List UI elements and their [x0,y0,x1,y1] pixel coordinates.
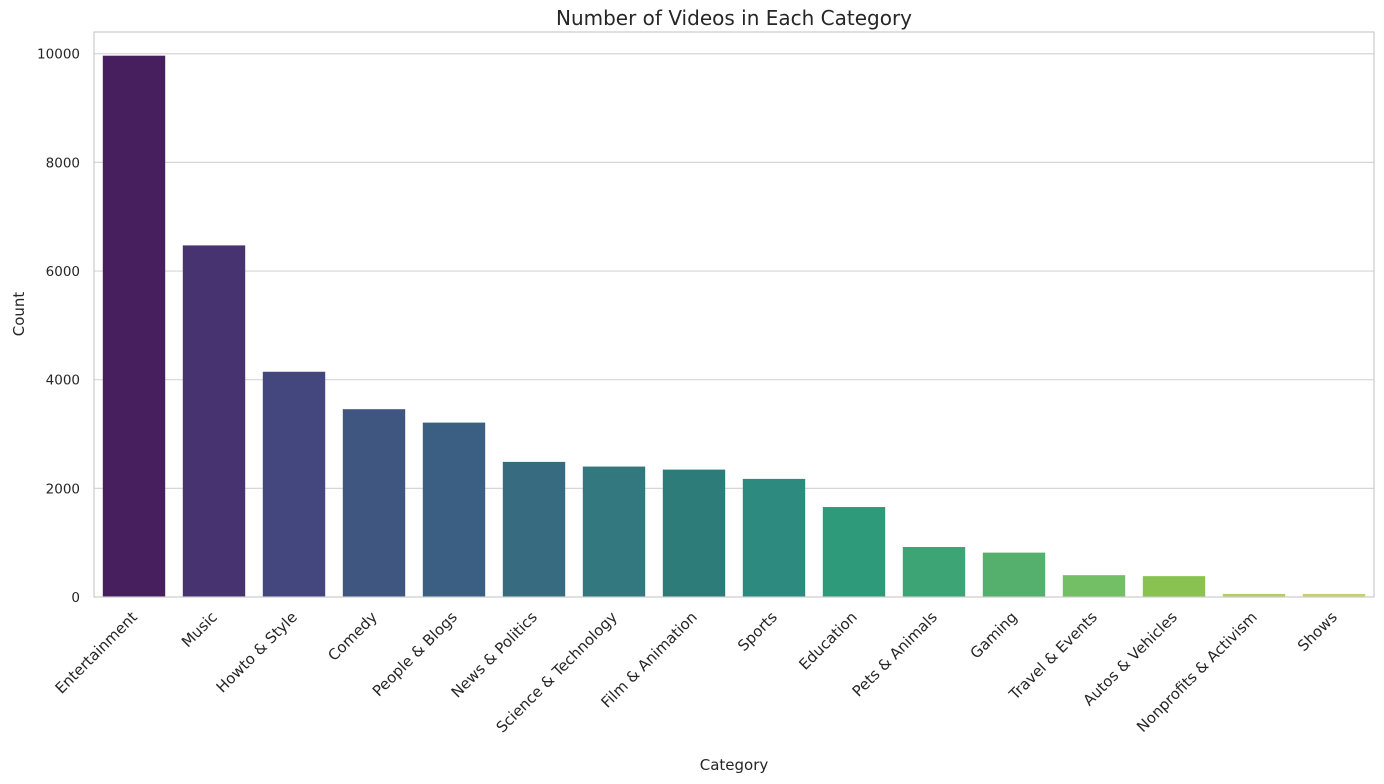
bars [102,55,1366,598]
bar [902,547,966,597]
bar [1222,593,1286,597]
y-tick-label: 8000 [46,155,80,171]
bar [742,478,806,597]
y-tick-label: 0 [71,590,80,606]
y-tick-label: 10000 [37,47,80,63]
bar [502,461,566,597]
x-tick-label: Gaming [967,608,1021,662]
x-tick-label: Shows [1294,608,1341,655]
bar [422,422,486,597]
bar [1062,575,1126,597]
bar [982,552,1046,597]
y-tick-label: 4000 [46,373,80,389]
y-tick-label: 2000 [46,481,80,497]
x-tick-label: People & Blogs [369,608,461,700]
y-tick-labels: 0 2000 4000 6000 8000 10000 [37,47,80,606]
bar [1302,593,1366,597]
x-tick-label: Music [178,608,221,651]
plot-frame [93,31,1375,598]
bar [262,371,326,597]
chart-title: Number of Videos in Each Category [556,6,912,30]
x-tick-label: Pets & Animals [849,608,941,700]
bar [182,245,246,597]
x-tick-label: Education [795,608,861,674]
x-tick-label: Sports [734,608,781,655]
bar [102,55,166,598]
bar [582,466,646,597]
bar [822,507,886,597]
x-tick-label: Entertainment [52,608,141,697]
x-tick-label: Comedy [324,608,381,665]
x-axis-label: Category [700,756,769,774]
y-tick-label: 6000 [46,264,80,280]
bar [342,409,406,597]
y-axis-label: Count [10,292,28,337]
bar [662,469,726,597]
x-tick-label: Howto & Style [213,608,301,696]
x-tick-label: News & Politics [448,608,541,701]
bar [1142,576,1206,597]
